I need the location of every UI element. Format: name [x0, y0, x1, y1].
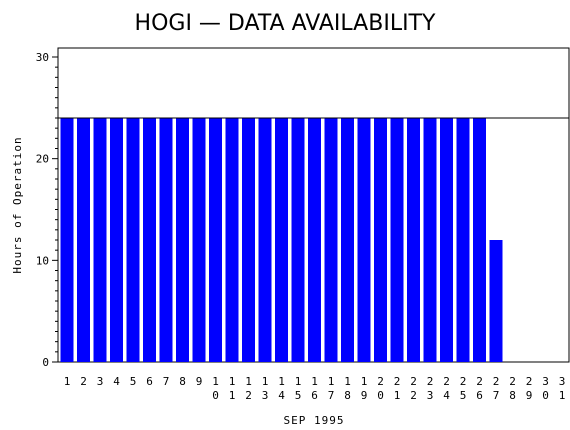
bars	[60, 118, 503, 362]
bar	[341, 118, 354, 362]
bar	[374, 118, 387, 362]
y-minor-ticks	[55, 66, 58, 353]
x-tick-label: 1	[64, 375, 71, 388]
y-axis: 0 10 20 30	[36, 51, 58, 369]
bar	[143, 118, 156, 362]
bar	[423, 118, 437, 362]
bar	[192, 118, 206, 362]
bar	[291, 118, 305, 362]
bar	[77, 118, 90, 362]
bar	[473, 118, 486, 362]
bar	[324, 118, 338, 362]
bar	[159, 118, 173, 362]
bar	[110, 118, 123, 362]
y-tick-label: 0	[42, 356, 49, 369]
y-tick-label: 10	[36, 254, 49, 267]
bar	[489, 240, 503, 362]
bar	[209, 118, 222, 362]
y-axis-label: Hours of Operation	[11, 136, 24, 273]
x-tick-label: 2	[80, 375, 87, 388]
x-tick-labels: 1 2 3 4 5 6 7 8 9 1 01 11 21 31 41 51 61 71 81 92 02 12 22 32 42…	[64, 375, 566, 402]
bar	[176, 118, 189, 362]
y-tick-label: 30	[36, 51, 49, 64]
x-tick-label: 8	[179, 375, 186, 388]
x-axis-label: SEP 1995	[284, 414, 345, 427]
x-tick-label: 5	[130, 375, 137, 388]
bar	[456, 118, 470, 362]
bar	[93, 118, 107, 362]
bar	[407, 118, 420, 362]
x-tick-label: 3	[97, 375, 104, 388]
bar	[357, 118, 371, 362]
chart-title: HOGI — DATA AVAILABILITY	[135, 11, 436, 36]
bar	[275, 118, 288, 362]
bar	[390, 118, 404, 362]
x-tick-label: 4	[113, 375, 120, 388]
bar	[60, 118, 74, 362]
bar	[258, 118, 272, 362]
x-tick-label: 9	[196, 375, 203, 388]
bar	[242, 118, 255, 362]
x-tick-label: 6	[146, 375, 153, 388]
bar	[225, 118, 239, 362]
y-tick-label: 20	[36, 153, 49, 166]
bar	[440, 118, 453, 362]
x-tick-label: 7	[163, 375, 170, 388]
bar	[126, 118, 140, 362]
bar	[308, 118, 321, 362]
